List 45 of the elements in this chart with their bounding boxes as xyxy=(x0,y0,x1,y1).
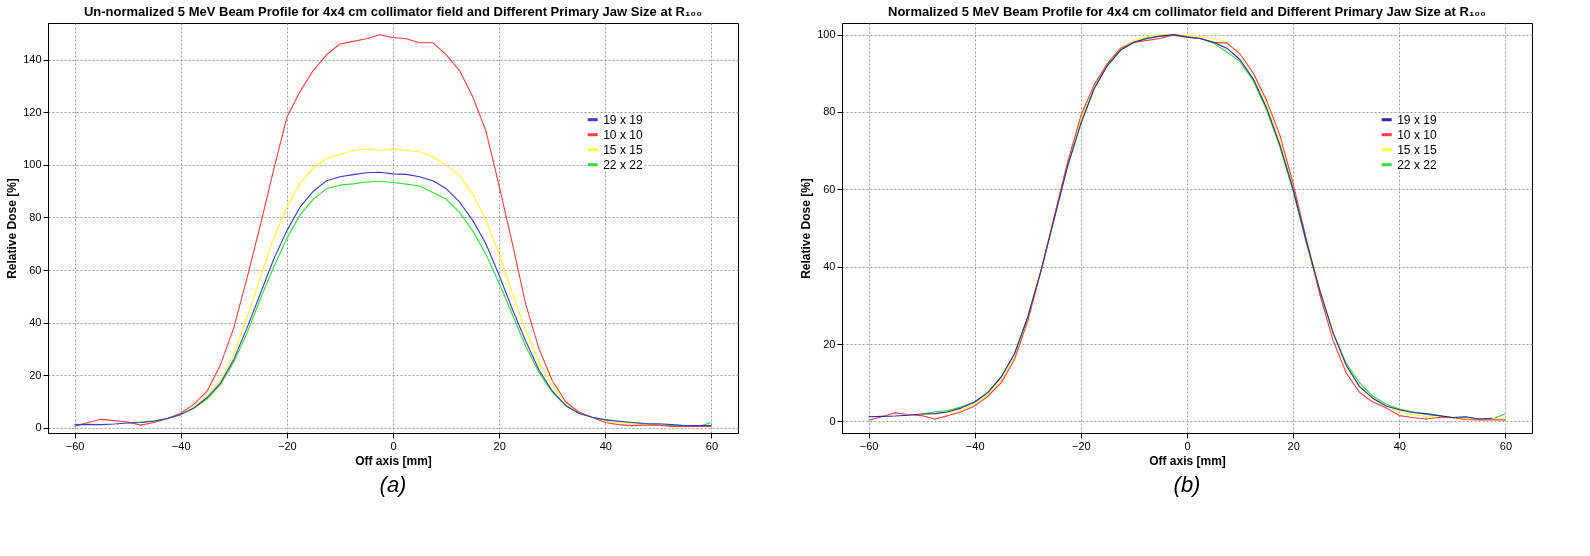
chart-title: Un-normalized 5 MeV Beam Profile for 4x4 cm collimator field and Different Primary Jaw Size at R₁₀₀ xyxy=(83,4,703,19)
text: (b) xyxy=(1173,472,1201,497)
x-axis-title: Off axis [mm] xyxy=(355,453,432,468)
x-axis-title: Off axis [mm] xyxy=(1149,453,1226,468)
line-series xyxy=(73,34,713,427)
x-tick-label: 0 xyxy=(1184,439,1191,452)
x-tick-label: 20 xyxy=(493,439,506,452)
y-axis-title: Relative Dose [%] xyxy=(799,178,814,279)
y-tick-label: 100 xyxy=(23,158,42,171)
legend-label: 15 x 15 xyxy=(603,142,643,157)
legend-label: 22 x 22 xyxy=(603,157,643,172)
y-tick-label: 60 xyxy=(29,263,42,276)
legend-label: 19 x 19 xyxy=(1397,112,1437,127)
y-tick-label: 40 xyxy=(29,316,42,329)
y-tick-label: 0 xyxy=(829,414,836,427)
y-tick-label: 0 xyxy=(35,421,42,434)
x-tick-label: −40 xyxy=(171,439,191,452)
legend-label: 19 x 19 xyxy=(603,112,643,127)
x-tick-label: 20 xyxy=(1287,439,1300,452)
y-tick-label: 20 xyxy=(823,337,836,350)
x-tick-label: −20 xyxy=(278,439,297,452)
y-axis-title: Relative Dose [%] xyxy=(5,178,20,279)
x-tick-label: −60 xyxy=(859,439,879,452)
x-tick-label: −40 xyxy=(965,439,985,452)
y-tick-label: 120 xyxy=(23,105,42,118)
x-tick-label: 60 xyxy=(1499,439,1513,452)
chart-title: Normalized 5 MeV Beam Profile for 4x4 cm collimator field and Different Primary Jaw Size at R₁₀₀ xyxy=(888,4,1487,19)
legend-label: 22 x 22 xyxy=(1397,157,1437,172)
x-tick-label: −60 xyxy=(65,439,85,452)
text: (a) xyxy=(379,472,407,497)
x-tick-label: 40 xyxy=(599,439,612,452)
legend-label: 10 x 10 xyxy=(603,127,643,142)
x-tick-label: 0 xyxy=(390,439,397,452)
x-tick-label: −20 xyxy=(1072,439,1091,452)
y-tick-label: 100 xyxy=(817,28,836,41)
y-tick-label: 80 xyxy=(29,210,42,223)
x-tick-label: 40 xyxy=(1393,439,1406,452)
y-tick-label: 20 xyxy=(29,368,42,381)
y-tick-label: 40 xyxy=(823,260,836,273)
y-tick-label: 140 xyxy=(23,53,42,66)
y-tick-label: 60 xyxy=(823,182,836,195)
legend-label: 15 x 15 xyxy=(1397,142,1437,157)
legend-label: 10 x 10 xyxy=(1397,127,1437,142)
y-tick-label: 80 xyxy=(823,105,836,118)
x-tick-label: 60 xyxy=(705,439,719,452)
